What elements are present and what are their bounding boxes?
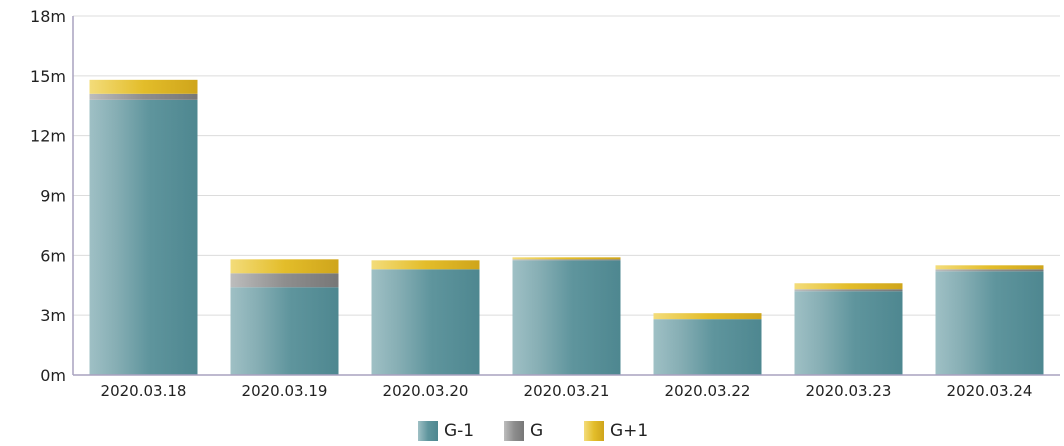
- y-tick-label: 9m: [40, 187, 66, 206]
- x-category-label: 2020.03.22: [665, 382, 751, 400]
- legend-label-g-minus-1: G-1: [444, 421, 475, 441]
- legend-label-g-plus-1: G+1: [610, 421, 649, 441]
- bar-segment-g-minus-1[interactable]: [935, 271, 1044, 375]
- y-tick-label: 15m: [30, 67, 66, 86]
- y-tick-label: 6m: [40, 246, 66, 265]
- bar-segment-g-plus-1[interactable]: [230, 259, 339, 274]
- x-category-label: 2020.03.20: [383, 382, 469, 400]
- bar-segment-g-minus-1[interactable]: [794, 291, 903, 375]
- bar-segment-g[interactable]: [794, 289, 903, 292]
- bar-segment-g[interactable]: [230, 273, 339, 288]
- x-category-label: 2020.03.18: [101, 382, 187, 400]
- x-category-label: 2020.03.23: [806, 382, 892, 400]
- y-tick-label: 18m: [30, 7, 66, 26]
- legend: G-1 G G+1: [0, 418, 1064, 444]
- bar-segment-g[interactable]: [512, 259, 621, 261]
- axis-layer: 0m 3m 6m 9m 12m 15m 18m 2020.03.18 2020.03.19 202…: [30, 7, 1060, 400]
- legend-item-g-plus-1[interactable]: G+1: [584, 418, 648, 444]
- bar-segment-g[interactable]: [935, 269, 1044, 272]
- legend-swatch-g-plus-1: [584, 421, 604, 441]
- bars-layer: [89, 79, 1044, 376]
- y-tick-label: 12m: [30, 127, 66, 146]
- bar-segment-g-minus-1[interactable]: [89, 99, 198, 376]
- bar-segment-g-minus-1[interactable]: [230, 287, 339, 375]
- y-tick-label: 0m: [40, 366, 66, 385]
- bar-segment-g-plus-1[interactable]: [512, 257, 621, 260]
- legend-label-g: G: [530, 421, 544, 441]
- legend-item-g[interactable]: G: [504, 418, 543, 444]
- bar-segment-g-plus-1[interactable]: [89, 79, 198, 94]
- x-category-label: 2020.03.21: [524, 382, 610, 400]
- chart: 0m 3m 6m 9m 12m 15m 18m 2020.03.18 2020.03.19 202…: [30, 7, 1060, 400]
- bar-segment-g-plus-1[interactable]: [935, 265, 1044, 270]
- bar-segment-g[interactable]: [89, 93, 198, 100]
- bar-segment-g-plus-1[interactable]: [371, 260, 480, 270]
- bar-segment-g-minus-1[interactable]: [512, 260, 621, 375]
- x-category-label: 2020.03.24: [947, 382, 1033, 400]
- bar-segment-g-plus-1[interactable]: [653, 313, 762, 320]
- bar-segment-g-minus-1[interactable]: [371, 269, 480, 375]
- bar-segment-g-minus-1[interactable]: [653, 319, 762, 375]
- legend-swatch-g: [504, 421, 524, 441]
- x-category-label: 2020.03.19: [242, 382, 328, 400]
- legend-item-g-minus-1[interactable]: G-1: [418, 418, 474, 444]
- y-tick-label: 3m: [40, 306, 66, 325]
- legend-swatch-g-minus-1: [418, 421, 438, 441]
- bar-segment-g-plus-1[interactable]: [794, 283, 903, 290]
